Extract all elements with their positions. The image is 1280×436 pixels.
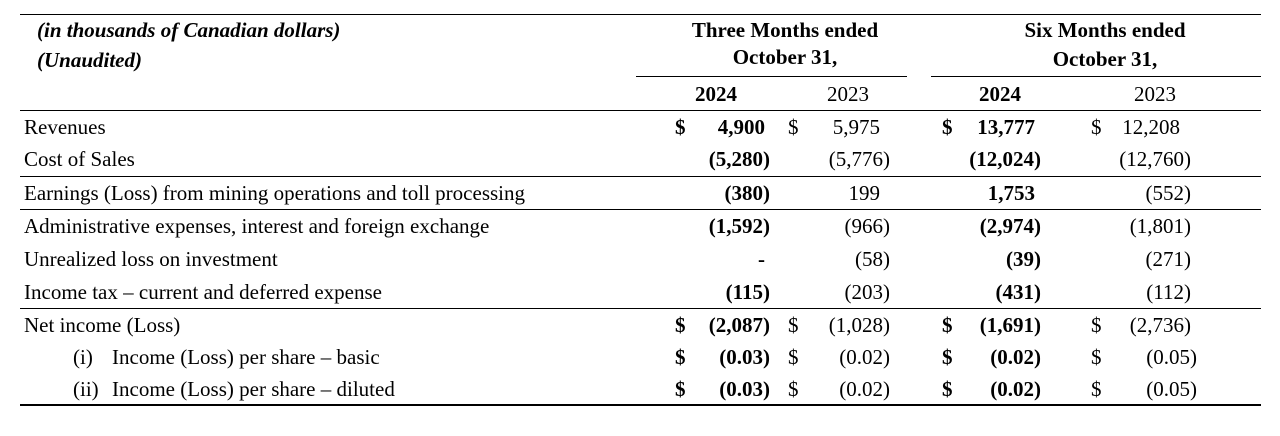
dollar-sign: $: [1091, 313, 1102, 337]
row-prefix: (i): [73, 345, 93, 369]
units-label: (in thousands of Canadian dollars): [37, 18, 341, 42]
row-label: Cost of Sales: [24, 147, 135, 171]
cell-6m-2023: (112): [1146, 280, 1191, 304]
cell-6m-2023: (1,801): [1129, 214, 1191, 238]
dollar-sign: $: [675, 377, 686, 401]
row-label: Income (Loss) per share – basic: [112, 345, 380, 369]
year-6m-2024: 2024: [979, 82, 1021, 106]
cell-3m-2023: (1,028): [828, 313, 890, 337]
cell-6m-2023: (12,760): [1119, 147, 1191, 171]
row-label: Administrative expenses, interest and fo…: [24, 214, 490, 238]
cell-6m-2023: (271): [1145, 247, 1192, 271]
dollar-sign: $: [675, 115, 686, 139]
dollar-sign: $: [1091, 345, 1102, 369]
cell-3m-2024: (115): [725, 280, 770, 304]
cell-6m-2024: 13,777: [977, 115, 1035, 139]
rule-after-income-tax: [20, 308, 1261, 309]
cell-3m-2024: -: [758, 247, 765, 271]
six-months-date: October 31,: [1052, 47, 1158, 71]
dollar-sign: $: [675, 313, 686, 337]
bottom-rule: [20, 404, 1261, 406]
cell-3m-2023: (5,776): [828, 147, 890, 171]
cell-3m-2023: (0.02): [839, 345, 890, 369]
year-6m-2023: 2023: [1134, 82, 1176, 106]
cell-3m-2024: (0.03): [719, 377, 770, 401]
dollar-sign: $: [942, 345, 953, 369]
cell-3m-2023: (203): [844, 280, 891, 304]
header-rule-six-months: [931, 76, 1261, 77]
cell-6m-2024: (2,974): [979, 214, 1041, 238]
unaudited-label: (Unaudited): [37, 48, 142, 72]
cell-6m-2024: (0.02): [990, 345, 1041, 369]
rule-after-earnings: [20, 209, 1261, 210]
cell-3m-2023: (0.02): [839, 377, 890, 401]
rule-after-cost-of-sales: [20, 176, 1261, 177]
row-prefix: (ii): [73, 377, 99, 401]
dollar-sign: $: [675, 345, 686, 369]
dollar-sign: $: [788, 377, 799, 401]
cell-3m-2023: (966): [844, 214, 891, 238]
three-months-heading: Three Months ended: [691, 18, 879, 42]
cell-3m-2023: 5,975: [832, 115, 880, 139]
three-months-date: October 31,: [732, 45, 838, 69]
cell-6m-2024: (39): [1006, 247, 1041, 271]
header-rule-three-months: [636, 76, 907, 77]
cell-3m-2024: (5,280): [708, 147, 770, 171]
row-label: Unrealized loss on investment: [24, 247, 278, 271]
dollar-sign: $: [788, 115, 799, 139]
cell-3m-2024: (1,592): [708, 214, 770, 238]
row-label: Income (Loss) per share – diluted: [112, 377, 395, 401]
dollar-sign: $: [942, 313, 953, 337]
year-3m-2024: 2024: [695, 82, 737, 106]
cell-3m-2023: (58): [855, 247, 890, 271]
cell-6m-2024: 1,753: [987, 181, 1035, 205]
cell-3m-2024: (0.03): [719, 345, 770, 369]
dollar-sign: $: [1091, 115, 1102, 139]
cell-6m-2023: (0.05): [1146, 377, 1197, 401]
dollar-sign: $: [1091, 377, 1102, 401]
header-bottom-rule: [20, 110, 1261, 111]
cell-3m-2024: (380): [724, 181, 771, 205]
cell-6m-2024: (12,024): [969, 147, 1041, 171]
cell-3m-2024: 4,900: [717, 115, 765, 139]
cell-3m-2024: (2,087): [708, 313, 770, 337]
cell-6m-2023: (0.05): [1146, 345, 1197, 369]
cell-6m-2023: (2,736): [1129, 313, 1191, 337]
dollar-sign: $: [788, 313, 799, 337]
dollar-sign: $: [942, 115, 953, 139]
cell-3m-2023: 199: [848, 181, 881, 205]
year-3m-2023: 2023: [827, 82, 869, 106]
dollar-sign: $: [788, 345, 799, 369]
cell-6m-2024: (1,691): [979, 313, 1041, 337]
row-label: Revenues: [24, 115, 106, 139]
row-label: Net income (Loss): [24, 313, 181, 337]
row-label: Earnings (Loss) from mining operations a…: [24, 181, 525, 205]
cell-6m-2024: (431): [995, 280, 1042, 304]
dollar-sign: $: [942, 377, 953, 401]
row-label: Income tax – current and deferred expens…: [24, 280, 382, 304]
cell-6m-2023: 12,208: [1122, 115, 1180, 139]
top-rule: [20, 14, 1261, 15]
cell-6m-2023: (552): [1145, 181, 1192, 205]
cell-6m-2024: (0.02): [990, 377, 1041, 401]
six-months-heading: Six Months ended: [1024, 18, 1186, 42]
